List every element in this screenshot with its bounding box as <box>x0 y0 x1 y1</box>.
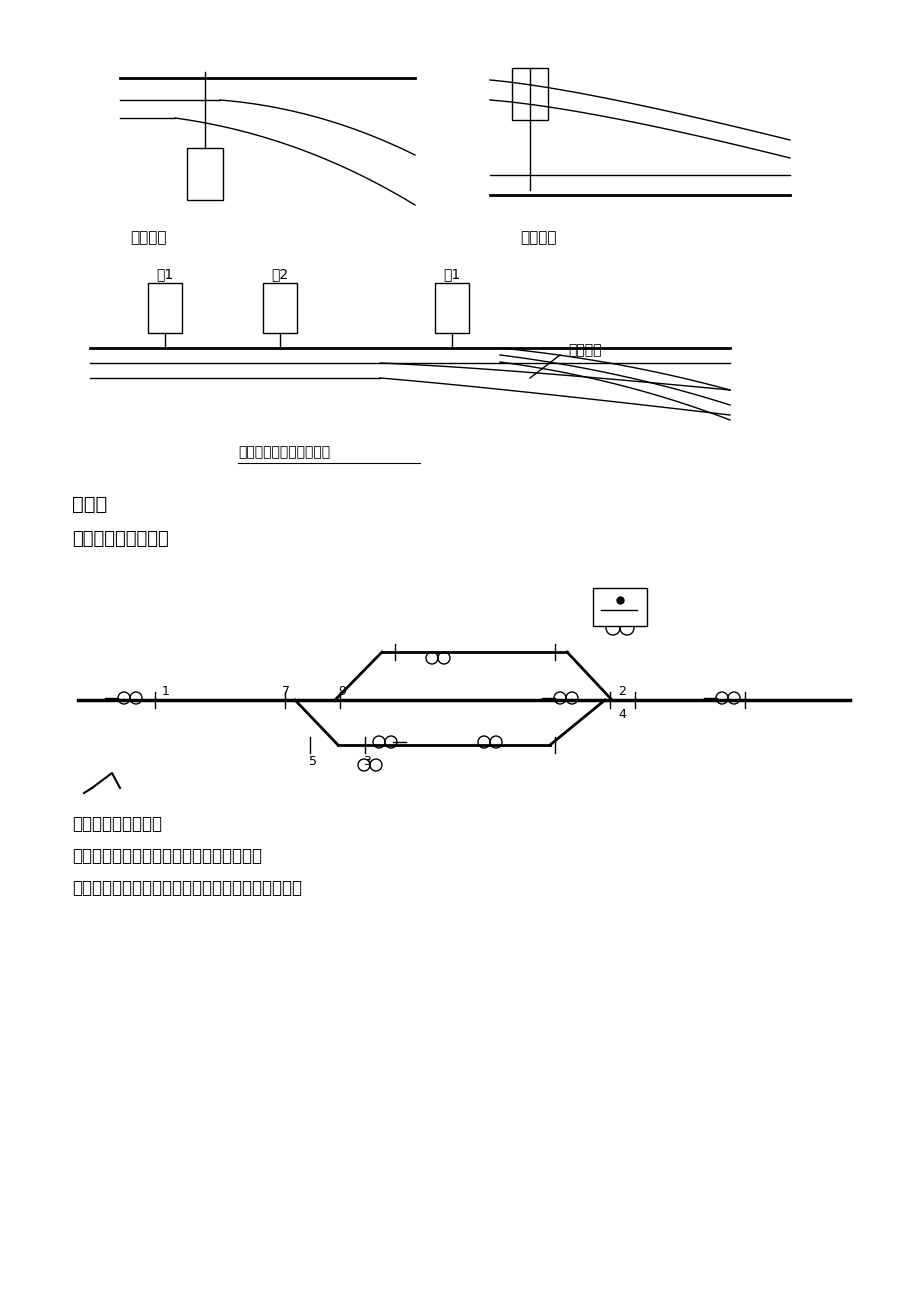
Text: 9: 9 <box>337 685 346 698</box>
Text: 平面图上的信号设备: 平面图上的信号设备 <box>72 815 162 833</box>
Text: 1: 1 <box>162 685 170 698</box>
Text: 4: 4 <box>618 708 625 721</box>
Bar <box>435 283 469 333</box>
Text: 尖2: 尖2 <box>271 267 289 281</box>
Text: 2: 2 <box>618 685 625 698</box>
Text: 心1: 心1 <box>443 267 460 281</box>
Text: 尖1: 尖1 <box>156 267 174 281</box>
Text: 站场平面设备布置图: 站场平面设备布置图 <box>72 530 168 548</box>
Bar <box>263 283 297 333</box>
Text: 右开道岔: 右开道岔 <box>130 230 166 245</box>
Bar <box>512 68 548 120</box>
Text: 从图中可以看出：室外设备间的直线距离；: 从图中可以看出：室外设备间的直线距离； <box>72 848 262 865</box>
Bar <box>187 148 222 201</box>
Text: 绝缘节位置，信号机的数量、类型及机构灯位结构；: 绝缘节位置，信号机的数量、类型及机构灯位结构； <box>72 879 301 897</box>
Text: 3: 3 <box>363 755 370 768</box>
Bar <box>593 589 646 626</box>
Text: 左开道岔: 左开道岔 <box>519 230 556 245</box>
Text: 5: 5 <box>309 755 317 768</box>
Text: 7: 7 <box>282 685 289 698</box>
Text: 可动心轨: 可动心轨 <box>567 342 601 357</box>
Text: 提速道岔转换牵引示意图: 提速道岔转换牵引示意图 <box>238 445 330 460</box>
Text: 平面图: 平面图 <box>72 495 108 514</box>
Bar <box>148 283 182 333</box>
